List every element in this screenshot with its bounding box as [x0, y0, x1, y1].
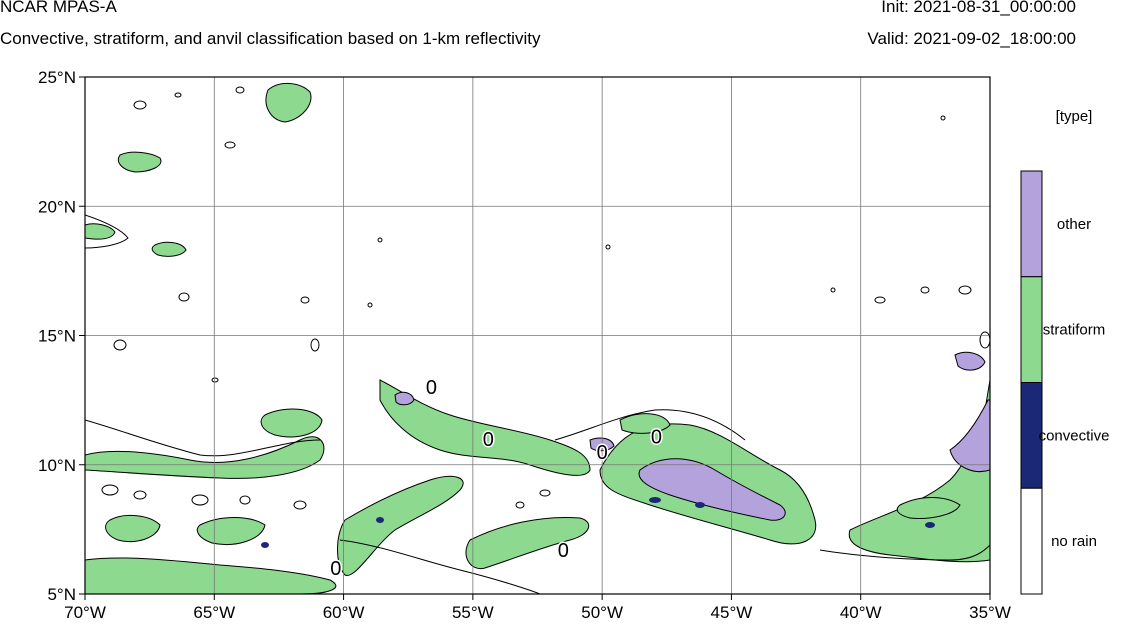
- contour-label-2: 0: [483, 429, 494, 451]
- x-tick-label: 70°W: [64, 603, 106, 622]
- x-tick-label: 50°W: [581, 603, 623, 622]
- legend: [type] other stratiform convective no rain: [1020, 108, 1110, 595]
- map-subtitle: Convective, stratiform, and anvil classi…: [0, 29, 541, 48]
- anvil-patch-center: [394, 391, 415, 406]
- valid-time: Valid: 2021-09-02_18:00:00: [867, 29, 1076, 48]
- stratiform-band-east: [848, 379, 990, 563]
- stratiform-band-south: [465, 516, 590, 570]
- stratiform-patch-s: [196, 517, 266, 545]
- x-tick-label: 45°W: [711, 603, 753, 622]
- x-tick-label: 65°W: [193, 603, 235, 622]
- stratiform-patch-nw: [85, 223, 116, 240]
- legend-label-2: convective: [1039, 427, 1110, 444]
- x-tick-label: 60°W: [323, 603, 365, 622]
- legend-items: other stratiform convective no rain: [1020, 170, 1110, 595]
- stratiform-patch-north-2: [117, 151, 162, 173]
- init-time: Init: 2021-08-31_00:00:00: [881, 0, 1076, 16]
- zero-contours: [85, 214, 990, 594]
- anvil-patch-east-1: [954, 351, 986, 371]
- legend-title: [type]: [1056, 108, 1093, 125]
- stratiform-band-west: [379, 379, 591, 476]
- anvil-band-east: [949, 399, 990, 473]
- stratiform-patch-n2: [619, 413, 671, 434]
- scattered-cells: [101, 86, 990, 510]
- legend-label-0: other: [1057, 216, 1091, 233]
- y-tick-label: 5°N: [47, 585, 76, 604]
- stratiform-band-sw-corner: [85, 557, 337, 594]
- contour-label-1: 0: [426, 377, 437, 399]
- y-tick-label: 10°N: [38, 456, 76, 475]
- contour-label-3: 0: [597, 442, 608, 464]
- y-tick-label: 25°N: [38, 68, 76, 87]
- contour-label-4: 0: [651, 426, 662, 448]
- gridlines: [85, 77, 990, 594]
- y-tick-label: 15°N: [38, 327, 76, 346]
- x-tick-label: 40°W: [840, 603, 882, 622]
- anvil-band-central: [638, 458, 786, 521]
- stratiform-patch-north: [265, 83, 312, 123]
- legend-label-3: no rain: [1051, 533, 1097, 550]
- x-tick-label: 35°W: [969, 603, 1011, 622]
- stratiform-patch-ne: [896, 497, 961, 519]
- contour-label-0: 0: [330, 558, 341, 580]
- legend-swatch-1: [1020, 276, 1043, 383]
- stratiform-band-southwest: [337, 475, 464, 576]
- y-axis: 5°N 10°N 15°N 20°N 25°N: [38, 68, 85, 604]
- legend-swatch-3: [1020, 487, 1043, 595]
- map-title: NCAR MPAS-A: [0, 0, 117, 16]
- stratiform-band-far-west: [85, 436, 325, 479]
- stratiform-patch-center-west: [260, 408, 323, 438]
- x-tick-label: 55°W: [452, 603, 494, 622]
- x-axis: 70°W 65°W 60°W 55°W 50°W 45°W 40°W 35°W: [64, 594, 1011, 622]
- contour-label-5: 0: [558, 540, 569, 562]
- rain-areas: [85, 83, 990, 594]
- y-tick-label: 20°N: [38, 197, 76, 216]
- legend-swatch-0: [1020, 170, 1043, 278]
- legend-label-1: stratiform: [1043, 322, 1106, 339]
- contour-labels: 0 0 0 0 0 0: [329, 376, 664, 582]
- stratiform-patch-sw: [105, 514, 161, 543]
- stratiform-patch-mid: [151, 241, 187, 257]
- convective-cells: [261, 497, 935, 548]
